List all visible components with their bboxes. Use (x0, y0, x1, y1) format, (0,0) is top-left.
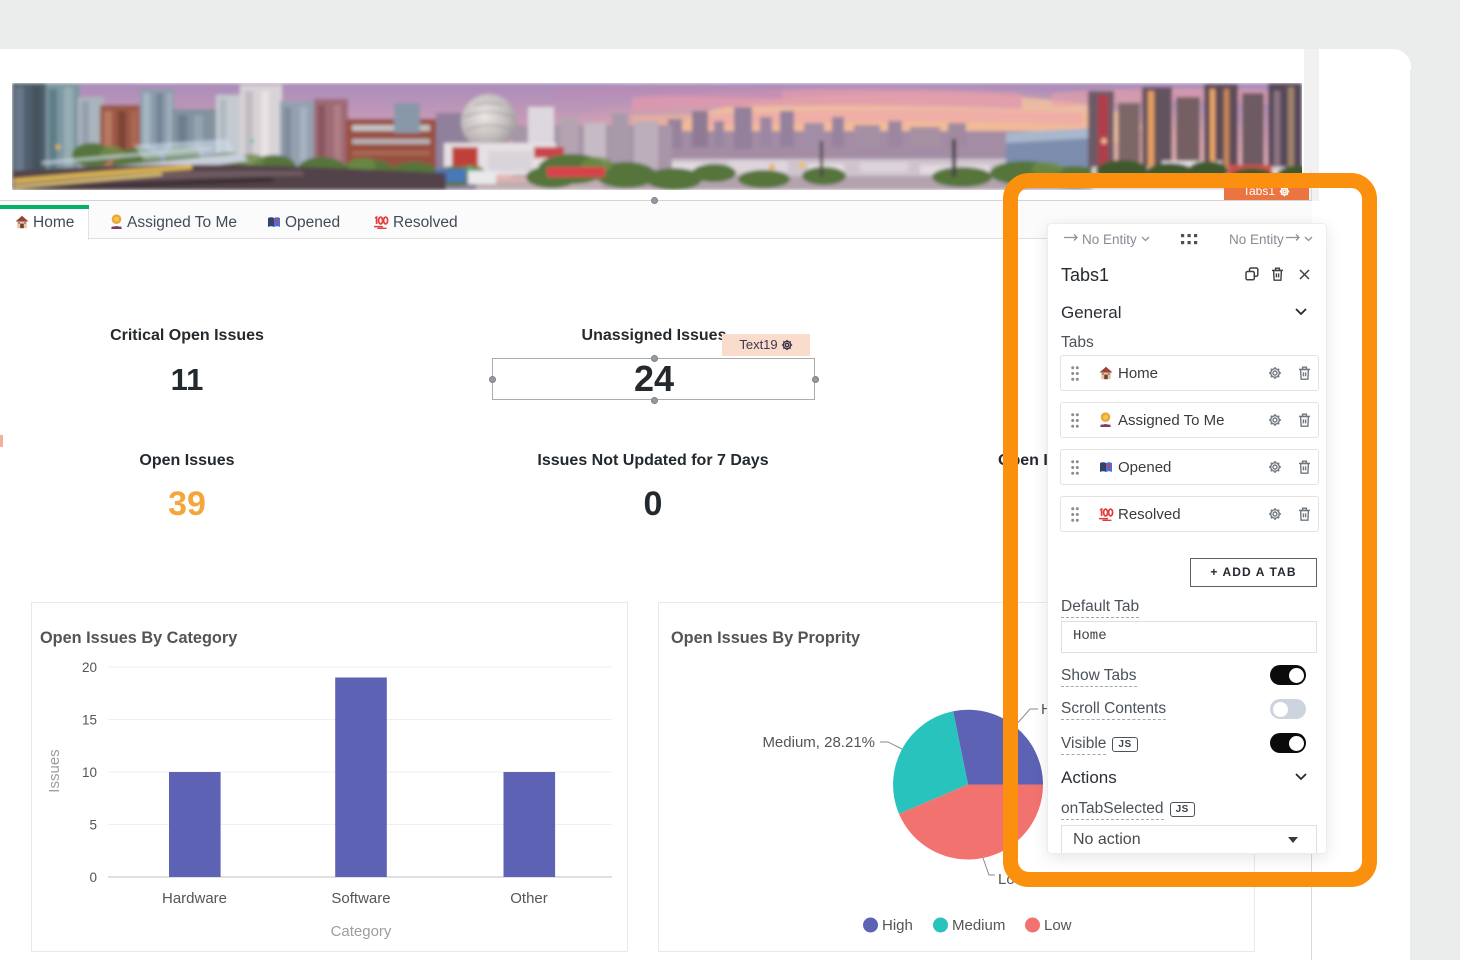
svg-text:Hardware: Hardware (162, 890, 227, 907)
svg-text:Medium, 28.21%: Medium, 28.21% (762, 734, 875, 751)
svg-text:Software: Software (331, 890, 390, 907)
svg-text:Medium: Medium (952, 917, 1005, 934)
svg-text:Issues: Issues (46, 749, 63, 792)
svg-text:0: 0 (89, 870, 97, 885)
svg-text:15: 15 (82, 713, 97, 728)
svg-text:10: 10 (82, 765, 97, 780)
svg-text:Other: Other (510, 890, 548, 907)
svg-text:Open Issues By Category: Open Issues By Category (40, 629, 237, 647)
svg-text:5: 5 (89, 818, 97, 833)
svg-text:20: 20 (82, 660, 97, 675)
svg-text:Low: Low (1044, 917, 1072, 934)
svg-text:Category: Category (331, 923, 392, 940)
svg-text:High: High (882, 917, 913, 934)
svg-text:Open Issues By Proprity: Open Issues By Proprity (671, 629, 860, 647)
